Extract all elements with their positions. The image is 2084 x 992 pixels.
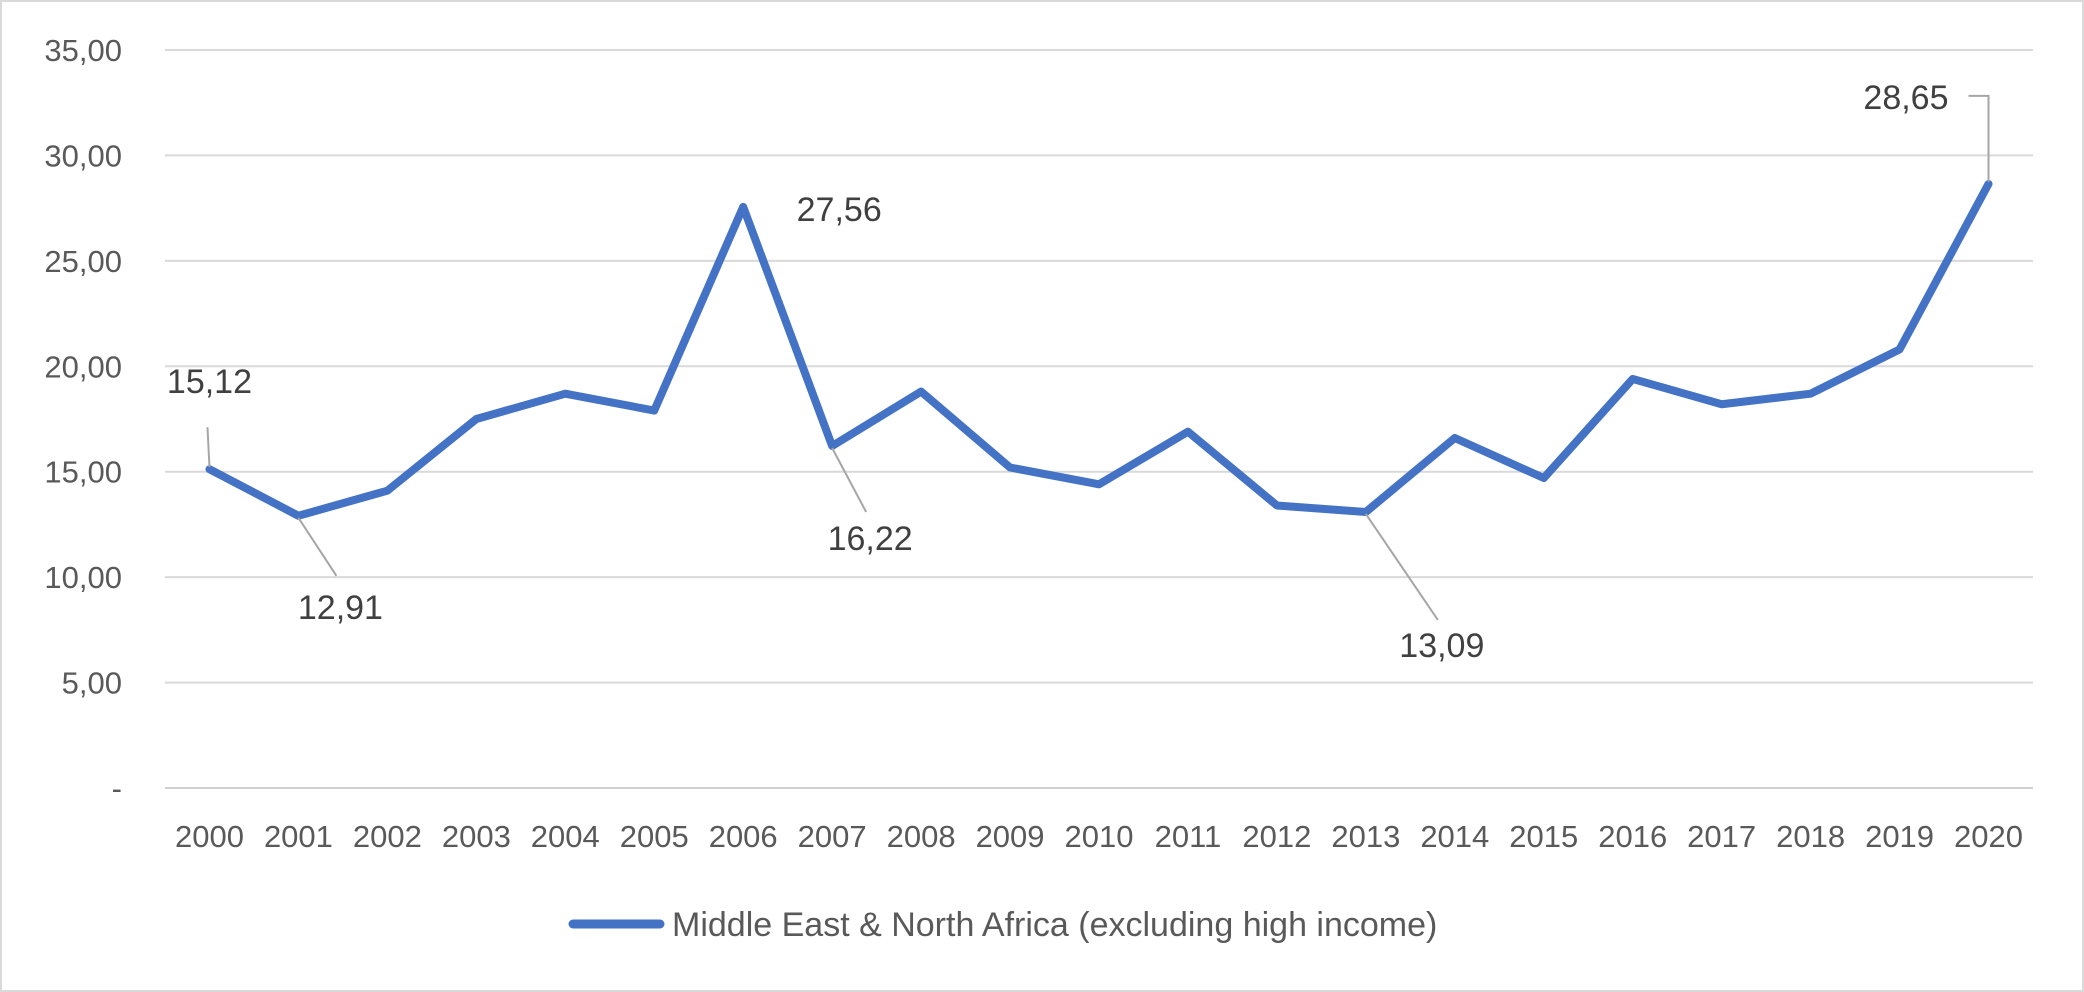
data-point — [297, 514, 300, 517]
data-point — [1542, 477, 1545, 480]
leader-line — [206, 427, 211, 468]
data-point — [1453, 436, 1456, 439]
data-point — [1186, 430, 1189, 433]
leader-line — [831, 447, 868, 513]
series-line — [205, 179, 1993, 520]
data-point — [475, 418, 478, 420]
x-tick-label: 2001 — [264, 819, 333, 854]
data-point — [1987, 182, 1990, 185]
data-point — [1898, 348, 1901, 351]
data-point — [1720, 403, 1723, 406]
x-tick-label: 2002 — [353, 819, 422, 854]
data-point — [920, 390, 923, 393]
x-tick-label: 2006 — [709, 819, 778, 854]
data-label: 27,56 — [797, 191, 882, 229]
leader-line — [1365, 513, 1439, 621]
x-tick-label: 2014 — [1420, 819, 1489, 854]
x-tick-label: 2008 — [887, 819, 956, 854]
data-label: 28,65 — [1863, 79, 1948, 117]
x-tick-label: 2015 — [1509, 819, 1578, 854]
y-tick-label: 35,00 — [44, 33, 122, 68]
data-label: 13,09 — [1399, 627, 1484, 665]
y-tick-label: 5,00 — [62, 666, 122, 701]
y-tick-label: 25,00 — [44, 244, 122, 279]
y-axis-ticks: - 5,00 10,00 15,00 20,00 25,00 30,00 35,00 — [44, 33, 122, 806]
data-point — [1275, 504, 1278, 507]
data-labels: 15,12 12,91 27,56 16,22 13,09 28,65 — [167, 79, 1990, 665]
y-tick-label: - — [112, 771, 122, 806]
x-tick-label: 2007 — [798, 819, 867, 854]
x-tick-label: 2016 — [1598, 819, 1667, 854]
x-tick-label: 2010 — [1065, 819, 1134, 854]
x-tick-label: 2013 — [1331, 819, 1400, 854]
series-group — [205, 179, 1993, 520]
x-tick-label: 2017 — [1687, 819, 1756, 854]
legend-entry-label: Middle East & North Africa (excluding hi… — [672, 906, 1437, 944]
data-point — [1009, 466, 1012, 469]
x-tick-label: 2011 — [1155, 819, 1222, 854]
y-tick-label: 20,00 — [44, 349, 122, 384]
x-tick-label: 2004 — [531, 819, 600, 854]
x-tick-label: 2012 — [1242, 819, 1311, 854]
data-label: 15,12 — [167, 363, 252, 401]
gridlines — [165, 49, 2033, 789]
data-label: 16,22 — [828, 520, 913, 558]
x-tick-label: 2020 — [1954, 819, 2023, 854]
leader-line — [1968, 94, 1990, 182]
leader-line — [297, 517, 338, 577]
legend: Middle East & North Africa (excluding hi… — [568, 906, 1437, 944]
data-point — [653, 409, 656, 412]
x-axis-ticks: 2000 2001 2002 2003 2004 2005 2006 2007 2008 2009… — [175, 819, 2023, 854]
data-point — [1631, 377, 1634, 380]
data-point — [564, 392, 567, 395]
data-point — [742, 205, 745, 208]
data-point — [208, 468, 211, 471]
x-tick-label: 2009 — [976, 819, 1045, 854]
data-label: 12,91 — [298, 589, 383, 627]
data-point — [1098, 483, 1100, 486]
x-tick-label: 2019 — [1865, 819, 1934, 854]
x-tick-label: 2005 — [620, 819, 689, 854]
x-tick-label: 2003 — [442, 819, 511, 854]
y-tick-label: 15,00 — [44, 455, 122, 490]
data-point — [1364, 510, 1367, 513]
data-point — [831, 444, 834, 447]
x-tick-label: 2018 — [1776, 819, 1845, 854]
data-point — [386, 489, 389, 492]
x-tick-label: 2000 — [175, 819, 244, 854]
y-tick-label: 30,00 — [44, 138, 122, 173]
data-point — [1809, 392, 1812, 395]
y-tick-label: 10,00 — [44, 560, 122, 595]
